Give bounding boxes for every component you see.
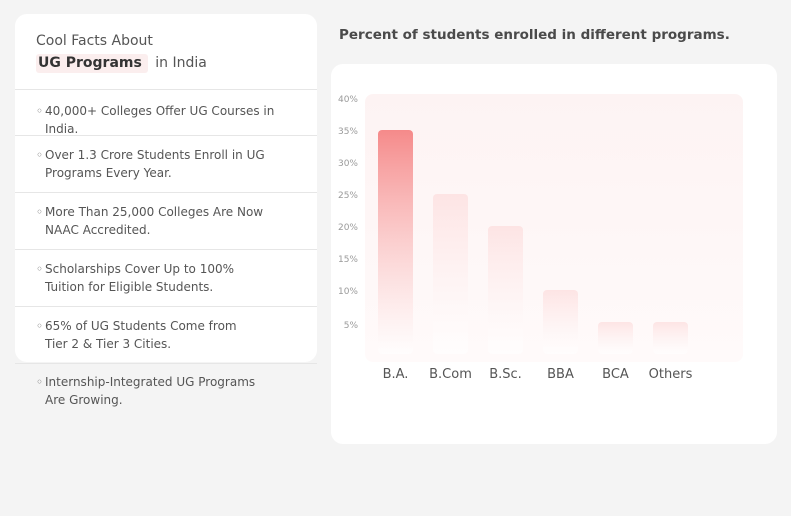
bar-b-a[interactable] [378, 130, 413, 354]
bar-others[interactable] [653, 322, 688, 354]
bar-bca[interactable] [598, 322, 633, 354]
facts-title-highlight: UG Programs [36, 54, 148, 73]
x-tick-label: BBA [547, 367, 574, 382]
x-tick-label: B.Com [429, 367, 472, 382]
bullet-icon: ◦ [36, 205, 44, 219]
bullet-icon: ◦ [36, 104, 44, 118]
bullet-icon: ◦ [36, 319, 44, 333]
x-tick-label: B.A. [383, 367, 409, 382]
y-tick-label: 40% [338, 95, 358, 105]
y-tick-label: 25% [338, 191, 358, 201]
y-axis-ticks: 5% 10% 15% 20% 25% 30% 35% 40% [338, 95, 358, 331]
fact-text: Over 1.3 Crore Students Enroll in UG Pro… [45, 148, 265, 180]
bars [378, 130, 688, 354]
facts-title-line1: Cool Facts About [36, 33, 153, 49]
y-tick-label: 30% [338, 159, 358, 169]
fact-text: 40,000+ Colleges Offer UG Courses in Ind… [45, 104, 275, 136]
facts-list: ◦ 40,000+ Colleges Offer UG Courses in I… [15, 89, 317, 420]
y-tick-label: 5% [344, 321, 359, 331]
facts-header: Cool Facts About UG Programs in India [15, 14, 317, 89]
bullet-icon: ◦ [36, 148, 44, 162]
bar-b-sc[interactable] [488, 226, 523, 354]
fact-item: ◦ 40,000+ Colleges Offer UG Courses in I… [15, 89, 317, 136]
y-tick-label: 35% [338, 127, 358, 137]
x-axis-labels: B.A. B.Com B.Sc. BBA BCA Others [383, 367, 693, 382]
facts-title-rest: in India [155, 55, 207, 71]
y-tick-label: 15% [338, 255, 358, 265]
bullet-icon: ◦ [36, 262, 44, 276]
x-tick-label: BCA [602, 367, 629, 382]
x-tick-label: Others [649, 367, 693, 382]
fact-item: ◦ Over 1.3 Crore Students Enroll in UG P… [15, 135, 317, 192]
fact-text: 65% of UG Students Come from Tier 2 & Ti… [45, 319, 237, 351]
facts-title-line2: UG Programs in India [36, 54, 296, 73]
fact-text: Scholarships Cover Up to 100% Tuition fo… [45, 262, 234, 294]
fact-text: Internship-Integrated UG Programs Are Gr… [45, 375, 256, 407]
fact-item: ◦ More Than 25,000 Colleges Are Now NAAC… [15, 192, 317, 249]
bar-b-com[interactable] [433, 194, 468, 354]
fact-text: More Than 25,000 Colleges Are Now NAAC A… [45, 205, 264, 237]
bullet-icon: ◦ [36, 375, 44, 389]
x-tick-label: B.Sc. [489, 367, 522, 382]
bar-chart: 5% 10% 15% 20% 25% 30% 35% 40% B.A. B.Com B.Sc. BB… [338, 94, 743, 382]
facts-card: Cool Facts About UG Programs in India ◦ … [15, 14, 317, 407]
y-tick-label: 10% [338, 287, 358, 297]
chart-card: 5% 10% 15% 20% 25% 30% 35% 40% B.A. B.Com B.Sc. BB… [331, 64, 777, 444]
fact-item: ◦ Scholarships Cover Up to 100% Tuition … [15, 249, 317, 306]
y-tick-label: 20% [338, 223, 358, 233]
chart-title: Percent of students enrolled in differen… [339, 27, 730, 43]
fact-item: ◦ 65% of UG Students Come from Tier 2 & … [15, 306, 317, 363]
bar-bba[interactable] [543, 290, 578, 354]
fact-item: ◦ Internship-Integrated UG Programs Are … [15, 363, 317, 420]
